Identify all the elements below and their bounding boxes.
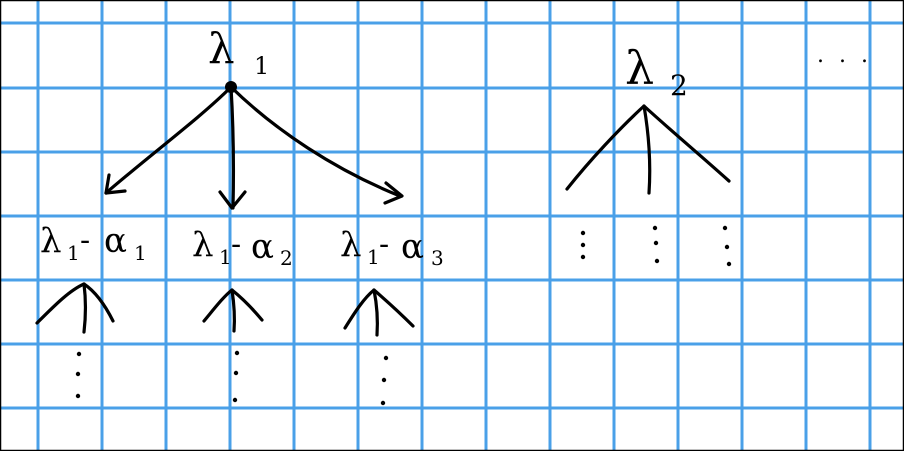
lambda-2-symbol: λ [625,41,654,95]
arrowhead-child-3 [383,181,404,205]
arrow-to-child-3 [229,85,402,198]
ellipsis-dot [652,225,658,231]
node-lambda-1: λ 1 [208,24,269,80]
fan-child-1-stem [82,282,88,334]
ellipsis-dot [580,254,586,260]
ellipsis-dot [653,240,659,246]
arrowhead-child-1 [104,173,127,195]
child-2-sub-2: 2 [280,246,293,270]
arrow-to-child-2 [229,85,235,210]
node-lambda1-minus-alpha1: λ 1 - α 1 [40,221,147,265]
fan-child-2 [202,288,264,333]
ellipsis-dot [380,400,386,406]
child-1-minus: - [80,223,90,258]
ellipsis-dot [580,242,586,248]
fan-child-3-arms [343,288,415,330]
ellipsis-dot [724,244,730,250]
child-2-sub-1: 1 [219,245,232,269]
node-lambda1-minus-alpha3: λ 1 - α 3 [340,225,444,270]
ellipsis-dot [722,225,728,231]
vertical-ellipsis-lambda2-right [722,225,732,267]
vertical-ellipsis-child-2 [232,350,240,403]
ellipsis-dot [383,355,389,361]
lambda-2-subscript: 2 [670,69,688,102]
child-2-minus: - [231,227,241,262]
child-3-alpha: α [401,227,424,267]
vertical-ellipsis-child-3 [380,355,389,406]
ellipsis-dot [75,371,81,377]
arrowhead-child-2 [218,190,247,210]
ellipsis-dot [233,370,239,376]
fan-lambda-2-stem [642,104,652,195]
fan-child-1 [35,282,115,334]
child-3-minus: - [379,227,389,262]
lambda-1-symbol: λ [208,24,235,73]
node-lambda1-minus-alpha2: λ 1 - α 2 [192,225,293,270]
child-3-lambda: λ [340,225,362,265]
ellipsis-dot [76,351,82,357]
vertical-ellipsis-lambda2-left [580,230,586,260]
fan-child-2-stem [230,288,236,333]
child-1-alpha: α [104,221,127,261]
lambda-1-subscript: 1 [254,52,269,80]
child-1-lambda: λ [40,221,62,261]
child-2-alpha: α [251,227,274,267]
child-3-sub-1: 1 [367,245,380,269]
child-1-sub-1: 1 [67,241,80,265]
child-2-lambda: λ [192,225,214,265]
ellipsis-dot [381,377,387,383]
vertical-ellipsis-lambda2-middle [652,225,660,264]
horizontal-ellipsis: . . . [817,43,872,68]
node-lambda-2: λ 2 [625,41,688,102]
ellipsis-dot [232,397,238,403]
child-3-sub-2: 3 [431,246,444,270]
ellipsis-dot [75,393,81,399]
fan-child-3 [343,288,415,337]
fan-lambda-2 [565,104,731,195]
ellipsis-dot [726,261,732,267]
child-1-sub-2: 1 [134,241,147,265]
fan-child-3-stem [372,288,379,337]
ellipsis-dot [654,258,660,264]
ellipsis-dot [580,230,586,236]
arrow-to-child-1 [104,85,233,195]
ellipsis-dot [234,350,240,356]
vertical-ellipsis-child-1 [75,351,82,399]
